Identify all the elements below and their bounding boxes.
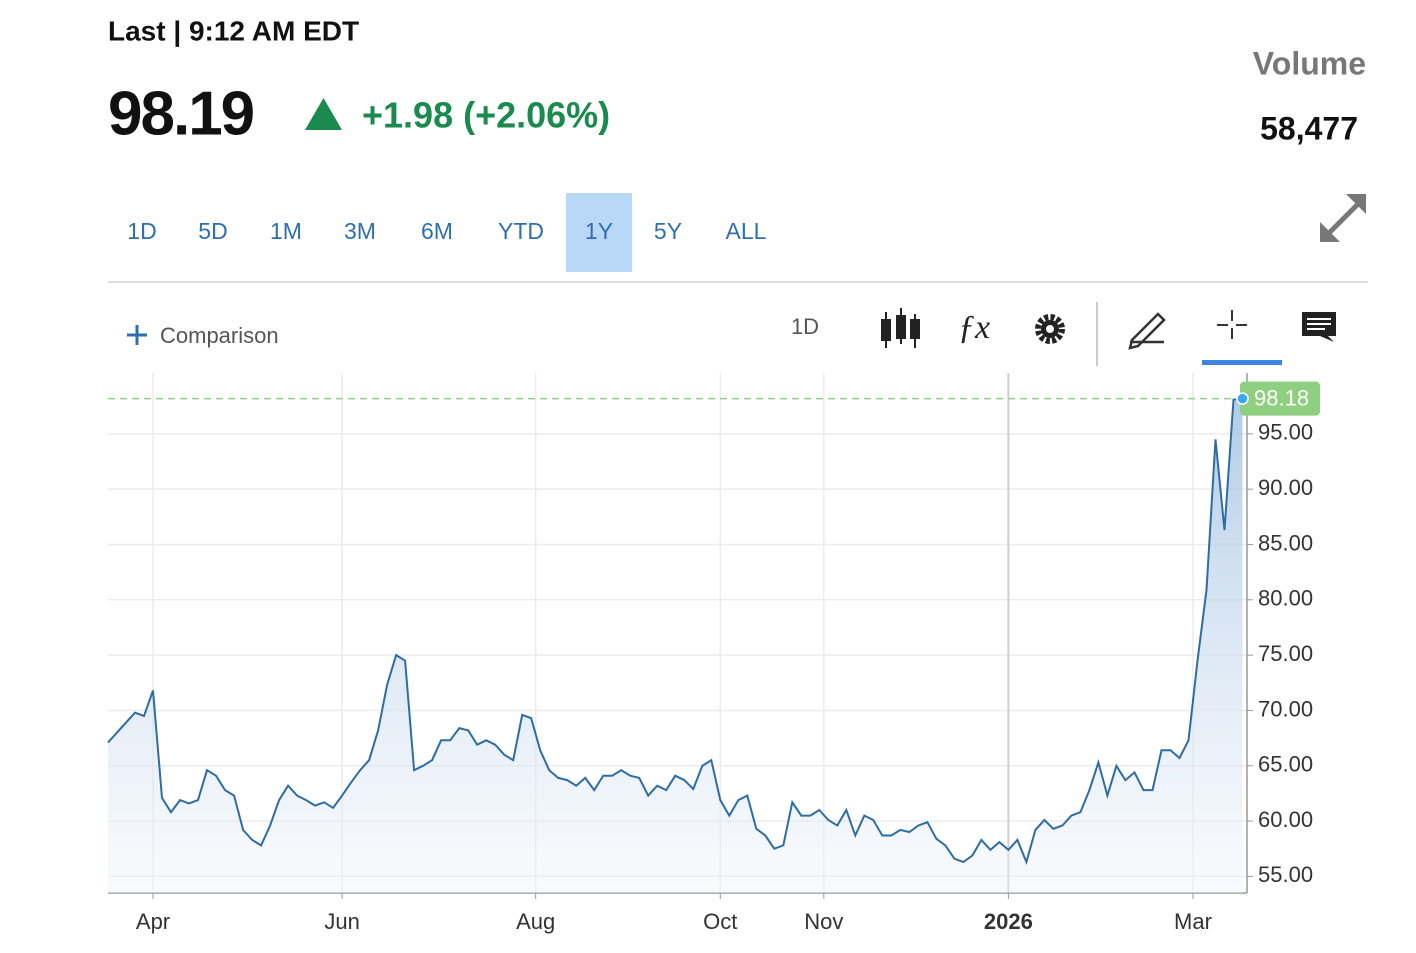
chart: 55.00 60.00 65.00 70.00 75.00 80.00 85.00 90.00… (107, 373, 1320, 934)
volume-label: Volume (1253, 45, 1366, 81)
last-price-label: 98.18 (1254, 385, 1309, 410)
change: +1.98 (+2.06%) (362, 95, 610, 136)
expand-icon[interactable] (1320, 194, 1366, 242)
x-tick-label: Nov (804, 909, 843, 934)
y-tick-label: 95.00 (1258, 420, 1313, 445)
x-tick-label: Mar (1174, 909, 1212, 934)
y-tick-label: 65.00 (1258, 752, 1313, 777)
range-tab[interactable]: 1Y (585, 218, 613, 244)
range-tab[interactable]: 5Y (654, 218, 682, 244)
active-range-bg (566, 193, 632, 272)
volume: 58,477 (1260, 110, 1358, 146)
draw-icon[interactable] (1128, 312, 1166, 350)
crosshair-icon[interactable] (1217, 310, 1247, 339)
comparison-label: Comparison (160, 323, 279, 348)
range-tab[interactable]: 1M (270, 218, 302, 244)
comparison-button[interactable]: Comparison (127, 323, 279, 348)
x-tick-label: Oct (703, 909, 737, 934)
range-tab[interactable]: YTD (498, 218, 544, 244)
candle-icon[interactable] (881, 308, 920, 348)
y-tick-label: 90.00 (1258, 475, 1313, 500)
status: Last | 9:12 AM EDT (108, 15, 359, 46)
price-line (107, 397, 1243, 866)
area (108, 398, 1243, 893)
studies-icon[interactable]: ƒx (958, 309, 990, 346)
range-tabs: 1D 5D 1M 3M 6M YTD 1Y 5Y ALL (127, 193, 767, 272)
interval[interactable]: 1D (791, 314, 819, 339)
last-price-badge (1240, 381, 1320, 416)
y-tick-label: 70.00 (1258, 696, 1313, 721)
range-tab[interactable]: 1D (127, 218, 156, 244)
x-tick-label: Apr (136, 909, 170, 934)
x-tick-label: 2026 (984, 909, 1033, 934)
range-tab[interactable]: 3M (344, 218, 376, 244)
last-price-dot (1236, 392, 1249, 405)
x-tick-label: Jun (324, 909, 359, 934)
y-tick-label: 80.00 (1258, 586, 1313, 611)
x-tick-label: Aug (516, 909, 555, 934)
y-tick-label: 60.00 (1258, 807, 1313, 832)
price: 98.19 (108, 79, 254, 148)
comment-icon[interactable] (1302, 312, 1336, 342)
up-arrow (305, 98, 342, 130)
settings-icon[interactable] (1035, 314, 1065, 344)
range-tab[interactable]: 6M (421, 218, 453, 244)
active-tool-underline (1202, 360, 1282, 365)
range-tab[interactable]: ALL (726, 218, 767, 244)
y-tick-label: 55.00 (1258, 862, 1313, 887)
range-tab[interactable]: 5D (198, 218, 227, 244)
y-tick-label: 85.00 (1258, 530, 1313, 555)
y-tick-label: 75.00 (1258, 641, 1313, 666)
